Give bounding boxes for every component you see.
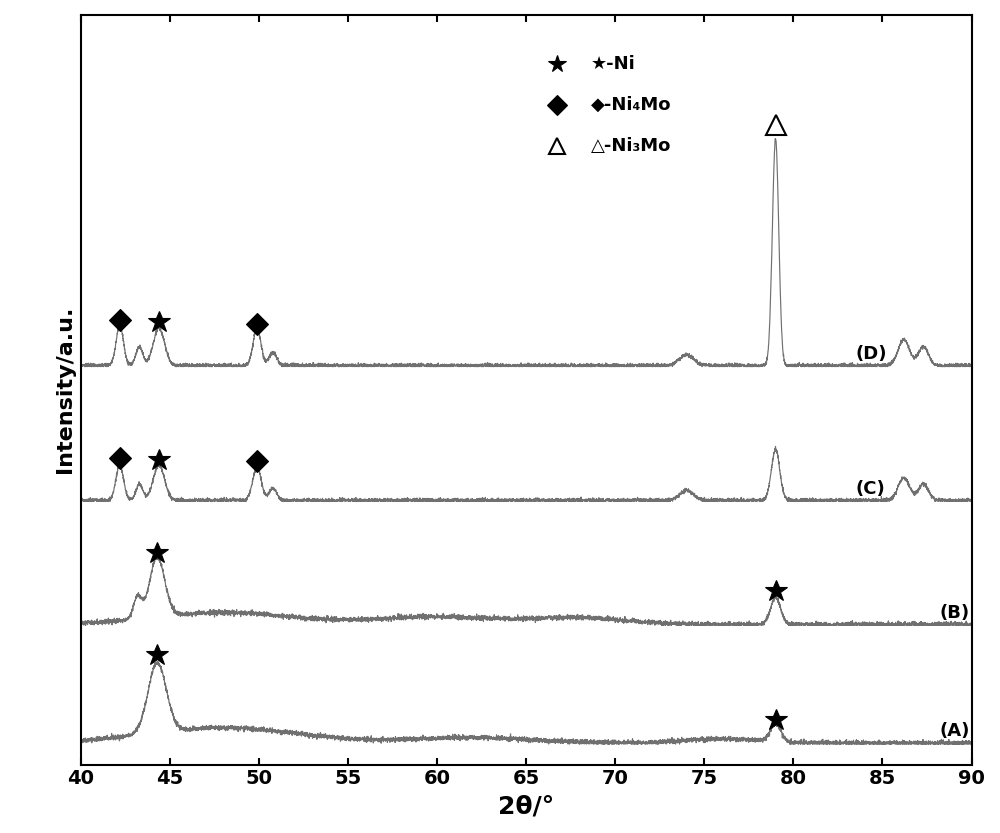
Text: (A): (A) xyxy=(939,722,970,741)
Text: ★-Ni: ★-Ni xyxy=(591,55,636,72)
Text: ◆-Ni₄Mo: ◆-Ni₄Mo xyxy=(591,96,672,114)
Text: (B): (B) xyxy=(939,604,970,621)
X-axis label: 2θ/°: 2θ/° xyxy=(498,794,554,818)
Text: (C): (C) xyxy=(856,480,885,497)
Y-axis label: Intensity/a.u.: Intensity/a.u. xyxy=(55,306,75,473)
Text: (D): (D) xyxy=(856,345,887,363)
Text: △-Ni₃Mo: △-Ni₃Mo xyxy=(591,137,671,155)
